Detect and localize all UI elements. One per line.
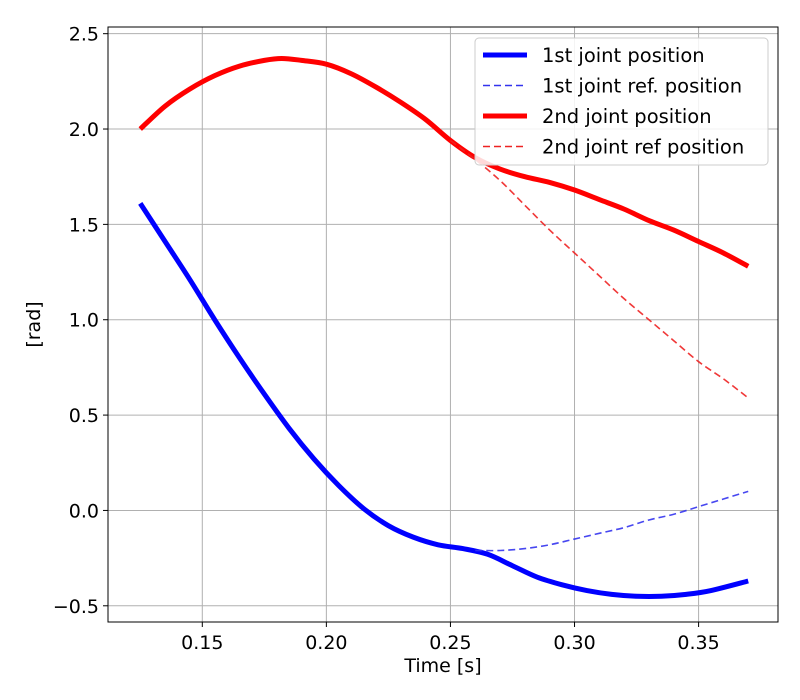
tick-marks: 0.15 0.20 0.25 0.30 0.35 −0.5 0.0 0.5 1.0 1.5 2.0 2… bbox=[53, 24, 720, 654]
y-axis-label: [rad] bbox=[23, 301, 45, 347]
x-tick-label: 0.20 bbox=[305, 632, 347, 654]
x-tick-label: 0.15 bbox=[181, 632, 223, 654]
y-tick-label: −0.5 bbox=[53, 596, 99, 618]
series-line-1st-joint-position bbox=[138, 202, 749, 599]
y-tick-label: 0.5 bbox=[69, 405, 99, 427]
series-line-2nd-joint-ref-position bbox=[449, 139, 749, 399]
x-tick-label: 0.35 bbox=[677, 632, 719, 654]
legend-box bbox=[474, 37, 769, 166]
x-tick-label: 0.30 bbox=[553, 632, 595, 654]
legend-label: 1st joint position bbox=[542, 44, 705, 67]
x-axis-label: Time [s] bbox=[403, 655, 481, 677]
series-line-2nd-joint-position bbox=[138, 55, 750, 269]
x-tick-label: 0.25 bbox=[429, 632, 471, 654]
legend-label: 2nd joint ref position bbox=[542, 136, 744, 159]
legend: 1st joint position 1st joint ref. positio… bbox=[474, 37, 769, 166]
legend-label: 2nd joint position bbox=[542, 105, 712, 128]
legend-label: 1st joint ref. position bbox=[542, 75, 742, 98]
y-tick-label: 1.0 bbox=[69, 310, 99, 332]
series-line-1st-joint-ref-position bbox=[475, 490, 749, 552]
series-layer bbox=[138, 55, 750, 599]
y-tick-label: 2.0 bbox=[69, 119, 99, 141]
plot-frame bbox=[107, 26, 779, 623]
y-tick-label: 2.5 bbox=[69, 24, 99, 46]
y-tick-label: 1.5 bbox=[69, 214, 99, 236]
y-tick-label: 0.0 bbox=[69, 500, 99, 522]
